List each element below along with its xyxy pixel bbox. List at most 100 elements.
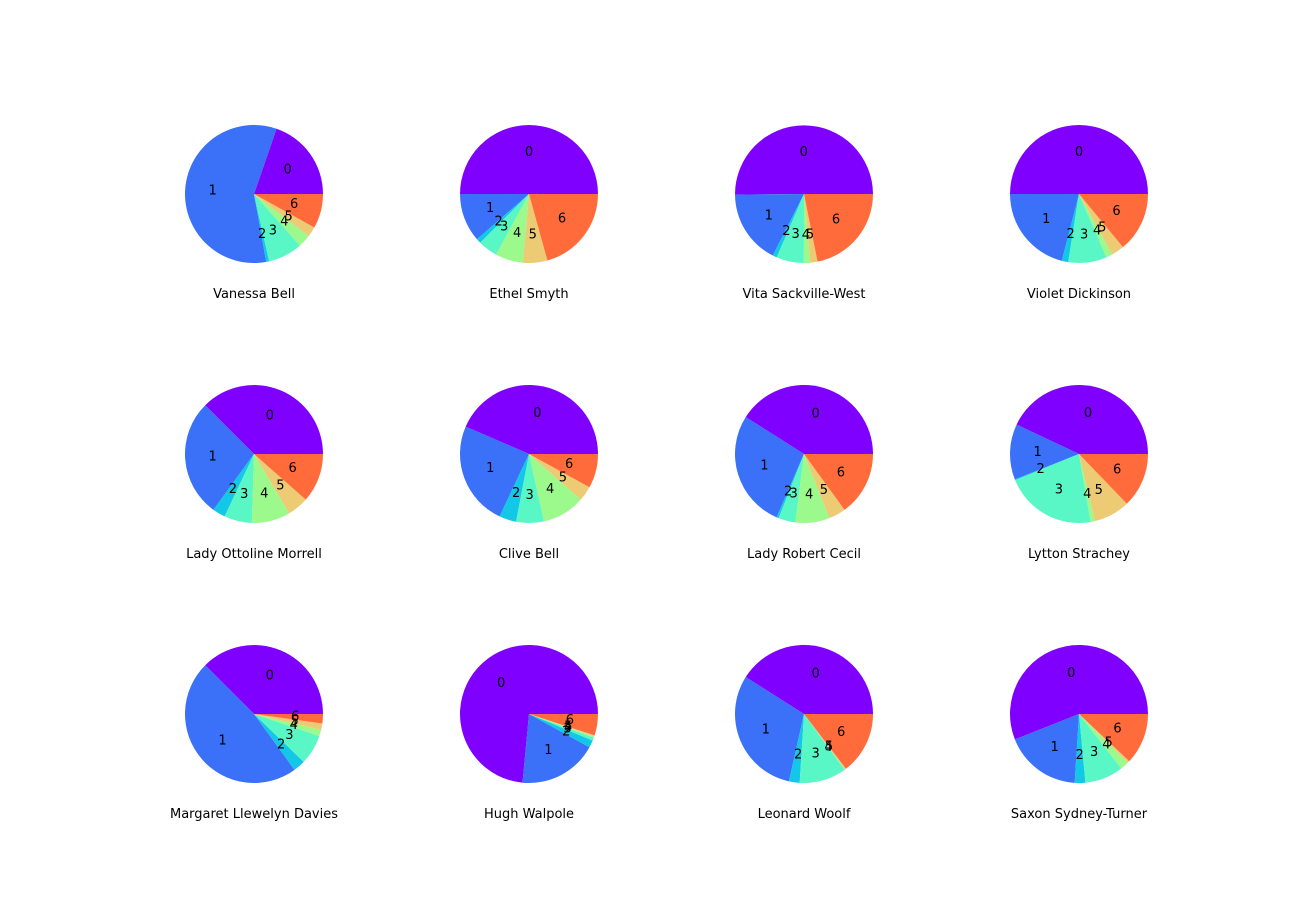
pie-slices: [1010, 385, 1148, 524]
slice-label-2: 2: [258, 227, 266, 242]
pie-chart: 0 1 2 3 456 Clive Bell: [459, 384, 598, 562]
pie-slice-0: [1010, 125, 1148, 194]
pie-slice-6: [254, 714, 323, 724]
pie-slices: [1010, 125, 1148, 264]
pie-slice-1: [1014, 714, 1079, 783]
slice-label-3: 3: [269, 223, 277, 238]
pie-slice-6: [804, 454, 873, 510]
chart-title: Violet Dickinson: [1027, 287, 1131, 302]
slice-label-2: 2: [1036, 462, 1044, 477]
slice-label-6: 6: [1112, 204, 1120, 219]
pie-slice-2: [788, 714, 804, 783]
slice-label-4: 4: [824, 740, 832, 755]
pie-slice-1: [522, 714, 590, 783]
pie-slice-4: [1079, 194, 1113, 258]
slice-label-5: 5: [820, 483, 828, 498]
slice-label-1: 1: [1042, 212, 1050, 227]
slice-label-6: 6: [832, 213, 840, 228]
slice-label-5: 5: [1095, 483, 1103, 498]
pie-slices: [734, 644, 873, 783]
pie-chart: 0 1 23 4 56 Lytton Strachey: [1010, 385, 1148, 562]
slice-label-4: 4: [280, 215, 288, 230]
pie-slice-5: [804, 454, 845, 519]
chart-title: Lady Robert Cecil: [747, 547, 861, 562]
pie-slice-5: [254, 194, 315, 237]
pie-slice-0: [465, 384, 598, 454]
slice-label-5: 5: [284, 209, 292, 224]
pie-slice-2: [1061, 194, 1079, 263]
pie-slice-6: [804, 714, 873, 769]
pie-slice-2: [776, 454, 804, 519]
slice-label-2: 2: [277, 738, 285, 753]
pie-slices: [734, 125, 873, 264]
slice-label-3: 3: [791, 227, 799, 242]
slice-label-1: 1: [1051, 740, 1059, 755]
pie-slice-6: [1079, 714, 1148, 762]
slice-label-1: 1: [1033, 445, 1041, 460]
pie-slice-6: [529, 454, 598, 488]
slice-label-4: 4: [1093, 224, 1101, 239]
slice-label-5: 5: [276, 478, 284, 493]
slice-label-0: 0: [533, 406, 541, 421]
slice-label-0: 0: [800, 145, 808, 160]
slice-label-5: 5: [559, 470, 567, 485]
pie-slice-0: [745, 384, 873, 454]
pie-slice-0: [734, 125, 873, 195]
chart-title: Leonard Woolf: [758, 807, 851, 822]
pie-slice-3: [1015, 454, 1091, 524]
slice-label-1: 1: [218, 733, 226, 748]
slice-label-1: 1: [486, 201, 494, 216]
slice-label-4: 4: [805, 488, 813, 503]
pie-slice-0: [1010, 644, 1148, 740]
pie-slice-0: [460, 125, 598, 194]
slice-label-3: 3: [790, 487, 798, 502]
slice-label-3: 3: [240, 487, 248, 502]
pie-slice-1: [1010, 194, 1079, 261]
pie-slice-6: [529, 194, 598, 261]
pie-slice-3: [480, 194, 529, 255]
slice-label-0: 0: [1084, 406, 1092, 421]
slice-label-6: 6: [837, 465, 845, 480]
pie-slice-1: [734, 417, 804, 518]
slice-label-2: 2: [495, 215, 503, 230]
pie-slice-5: [254, 454, 306, 514]
pie-slice-1: [734, 677, 804, 782]
pie-slice-1: [185, 405, 254, 510]
slice-label-3: 3: [1080, 228, 1088, 243]
slice-label-6: 6: [289, 461, 297, 476]
pie-chart: 0 1 2 3 456 Saxon Sydney-Turner: [1010, 644, 1148, 822]
pie-slice-5: [804, 194, 818, 263]
slice-label-5: 5: [1105, 735, 1113, 750]
chart-title: Lytton Strachey: [1028, 547, 1130, 562]
slice-label-6: 6: [290, 197, 298, 212]
pie-slice-1: [459, 426, 529, 517]
slice-label-6: 6: [291, 709, 299, 724]
pie-slice-6: [529, 714, 598, 736]
slice-label-2: 2: [1076, 748, 1084, 763]
pie-slice-0: [745, 644, 873, 714]
pie-slice-3: [778, 454, 804, 523]
pie-chart: 0 1 2 3 456 Violet Dickinson: [1010, 125, 1148, 302]
pie-slice-4: [1079, 714, 1128, 769]
pie-slice-4: [803, 194, 811, 264]
pie-slice-3: [799, 714, 845, 783]
slice-label-4: 4: [546, 482, 554, 497]
chart-title: Saxon Sydney-Turner: [1011, 807, 1148, 822]
pie-slices: [734, 384, 873, 524]
slice-label-5: 5: [1098, 221, 1106, 236]
pie-slice-0: [1016, 385, 1148, 454]
slice-label-3: 3: [563, 722, 571, 737]
pie-slices: [1010, 644, 1148, 783]
slice-label-1: 1: [544, 743, 552, 758]
pie-slice-4: [496, 194, 529, 263]
pie-slice-0: [205, 645, 323, 714]
